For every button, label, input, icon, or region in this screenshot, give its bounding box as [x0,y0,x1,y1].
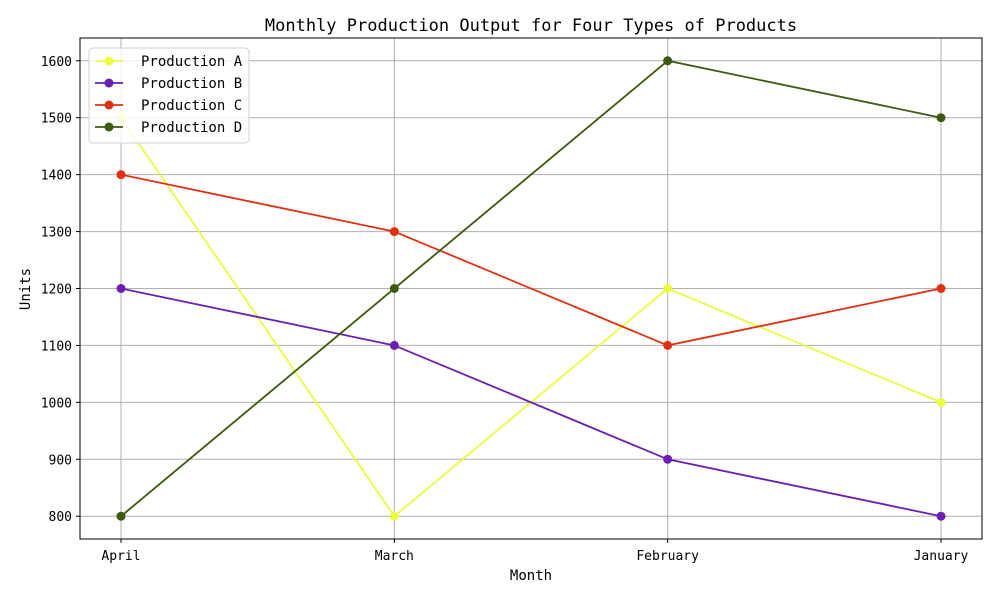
y-axis-label: Units [18,268,34,310]
legend-label: Production C [141,98,242,114]
y-tick-label: 800 [49,510,72,525]
data-point [663,454,673,464]
legend-item: Production C [95,98,242,114]
legend: Production A Production B Production C Prod… [88,47,250,144]
y-tick-label: 1500 [41,112,72,127]
y-tick-label: 1400 [41,169,72,184]
series-b [116,284,946,521]
series-line [120,59,942,517]
series-line [120,287,942,518]
y-tick-label: 1600 [41,55,72,70]
y-tick-label: 1300 [41,226,72,241]
ticks: April March February January 800 900 1000 1100 1… [41,55,969,564]
legend-marker [104,122,114,132]
legend-item: Production D [95,120,242,136]
data-point [389,284,399,293]
y-tick-label: 1000 [41,396,72,411]
legend-box [88,47,250,144]
legend-label: Production A [141,54,243,70]
y-tick-label: 1200 [41,283,72,298]
legend-label: Production D [141,120,242,136]
series-line [120,173,942,347]
data-point [936,113,946,123]
y-tick-label: 900 [49,453,72,468]
data-point [663,340,673,350]
data-point [936,397,946,407]
data-point [663,56,673,66]
legend-marker [104,56,114,66]
series-d [116,56,946,521]
legend-item: Production B [95,76,242,92]
data-point [389,340,399,350]
data-point [116,170,126,180]
legend-marker [104,100,114,110]
chart-title: Monthly Production Output for Four Types… [265,16,797,36]
legend-marker [104,78,114,88]
legend-label: Production B [141,76,242,92]
x-tick-label: February [636,549,699,564]
legend-item: Production A [95,54,243,70]
x-tick-label: March [375,549,414,564]
data-point [936,511,946,521]
series-layer [116,56,946,521]
data-point [116,511,126,521]
data-point [389,511,399,521]
x-tick-label: January [914,549,969,564]
data-point [936,284,946,293]
series-c [116,170,946,350]
data-point [389,227,399,237]
data-point [663,284,673,293]
x-axis-label: Month [510,568,552,584]
data-point [116,284,126,293]
x-tick-label: April [101,549,140,564]
y-tick-label: 1100 [41,339,72,354]
